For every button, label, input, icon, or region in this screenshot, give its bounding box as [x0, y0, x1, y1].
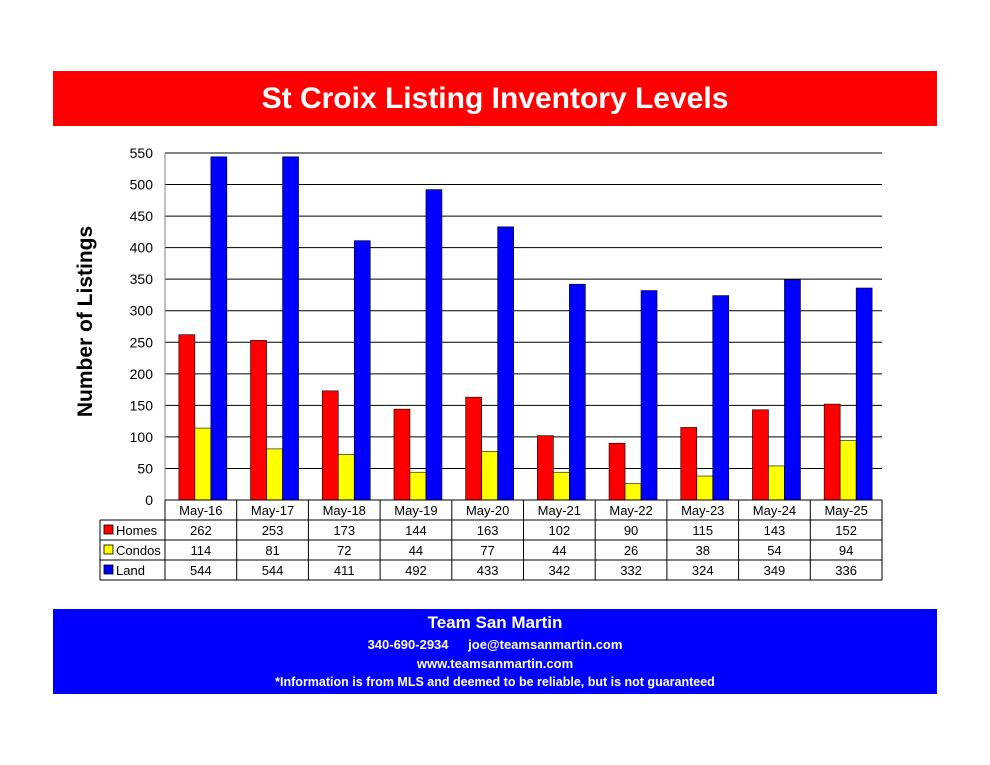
- x-category-label: May-23: [681, 503, 724, 518]
- bar-homes: [250, 340, 267, 501]
- legend-key-condos: [103, 544, 114, 555]
- data-label: 332: [620, 563, 642, 578]
- disclaimer-text: *Information is from MLS and deemed to b…: [275, 675, 715, 689]
- y-tick-label: 200: [130, 366, 154, 382]
- data-label: 152: [835, 523, 857, 538]
- bar-condos: [481, 451, 498, 501]
- x-category-label: May-16: [179, 503, 222, 518]
- data-label: 262: [190, 523, 212, 538]
- bar-condos: [266, 448, 283, 501]
- bar-condos: [337, 454, 355, 501]
- bar-condos: [624, 483, 642, 501]
- data-label: 173: [333, 523, 355, 538]
- data-label: 81: [265, 543, 279, 558]
- data-label: 544: [190, 563, 212, 578]
- bar-homes: [393, 408, 411, 501]
- x-category-label: May-19: [394, 503, 437, 518]
- data-label: 349: [764, 563, 786, 578]
- legend-label: Condos: [116, 543, 161, 558]
- legend-key-land: [103, 564, 114, 575]
- x-category-label: May-24: [753, 503, 796, 518]
- data-label: 342: [548, 563, 570, 578]
- data-label: 144: [405, 523, 427, 538]
- data-label: 253: [262, 523, 284, 538]
- x-category-label: May-17: [251, 503, 294, 518]
- y-tick-label: 400: [130, 240, 154, 256]
- y-tick-label: 100: [130, 429, 154, 445]
- listing-inventory-chart: 0 50 100 150 200 250 300 350 400 450 500 550 Number …: [74, 145, 883, 581]
- y-tick-label: 0: [145, 492, 153, 508]
- bar-land: [855, 287, 873, 501]
- bar-land: [282, 156, 299, 501]
- phone-number: 340-690-2934: [367, 637, 449, 652]
- y-tick-label: 150: [130, 397, 154, 413]
- bar-land: [425, 189, 443, 501]
- email-address: joe@teamsanmartin.com: [468, 637, 623, 652]
- bar-land: [784, 279, 801, 501]
- bar-homes: [823, 403, 841, 501]
- data-label: 102: [548, 523, 570, 538]
- bar-condos: [409, 471, 427, 501]
- bar-condos: [696, 475, 714, 501]
- y-tick-label: 300: [130, 303, 154, 319]
- bar-homes: [178, 334, 196, 501]
- legend-label: Homes: [116, 523, 158, 538]
- y-tick-label: 50: [137, 460, 153, 476]
- data-label: 115: [692, 523, 713, 538]
- data-label: 163: [477, 523, 499, 538]
- y-tick-label: 550: [130, 145, 154, 161]
- data-label: 324: [692, 563, 714, 578]
- data-label: 94: [839, 543, 853, 558]
- data-label: 336: [835, 563, 857, 578]
- data-label: 72: [337, 543, 351, 558]
- bar-homes: [465, 396, 482, 501]
- x-category-label: May-18: [323, 503, 366, 518]
- bar-land: [497, 226, 514, 501]
- page-title: St Croix Listing Inventory Levels: [261, 81, 729, 115]
- bar-homes: [608, 442, 626, 501]
- bar-land: [712, 295, 730, 501]
- bar-condos: [194, 427, 212, 501]
- legend-label: Land: [116, 563, 145, 578]
- x-category-label: May-20: [466, 503, 509, 518]
- company-name: Team San Martin: [427, 613, 563, 632]
- x-category-label: May-21: [538, 503, 581, 518]
- bar-land: [210, 156, 228, 501]
- data-label: 114: [190, 543, 211, 558]
- data-label: 143: [764, 523, 786, 538]
- bar-condos: [553, 471, 570, 501]
- data-label: 26: [624, 543, 638, 558]
- data-label: 44: [409, 543, 423, 558]
- data-label: 90: [624, 523, 638, 538]
- data-label: 44: [552, 543, 566, 558]
- data-label: 77: [480, 543, 494, 558]
- bar-land: [640, 290, 658, 501]
- data-label: 433: [477, 563, 499, 578]
- contact-line: 340-690-2934 joe@teamsanmartin.com: [53, 637, 937, 652]
- data-label: 544: [262, 563, 284, 578]
- x-category-label: May-22: [609, 503, 652, 518]
- legend-key-homes: [103, 524, 114, 535]
- y-tick-label: 450: [130, 208, 154, 224]
- data-label: 492: [405, 563, 427, 578]
- data-label: 411: [334, 563, 355, 578]
- bar-homes: [321, 390, 339, 501]
- bar-land: [353, 240, 371, 501]
- bar-homes: [752, 409, 769, 501]
- y-tick-label: 250: [130, 334, 154, 350]
- x-category-label: May-25: [824, 503, 867, 518]
- y-axis-label: Number of Listings: [74, 226, 97, 417]
- footer-banner: Team San Martin 340-690-2934 joe@teamsan…: [53, 609, 937, 694]
- y-tick-label: 500: [130, 177, 154, 193]
- title-banner: St Croix Listing Inventory Levels: [53, 71, 937, 126]
- data-label: 54: [767, 543, 781, 558]
- bar-land: [569, 283, 586, 501]
- y-tick-label: 350: [130, 271, 154, 287]
- bar-condos: [839, 440, 857, 501]
- data-label: 38: [696, 543, 710, 558]
- bar-homes: [537, 435, 554, 501]
- website-url: www.teamsanmartin.com: [416, 656, 574, 671]
- bar-condos: [768, 465, 785, 501]
- bar-homes: [680, 427, 698, 501]
